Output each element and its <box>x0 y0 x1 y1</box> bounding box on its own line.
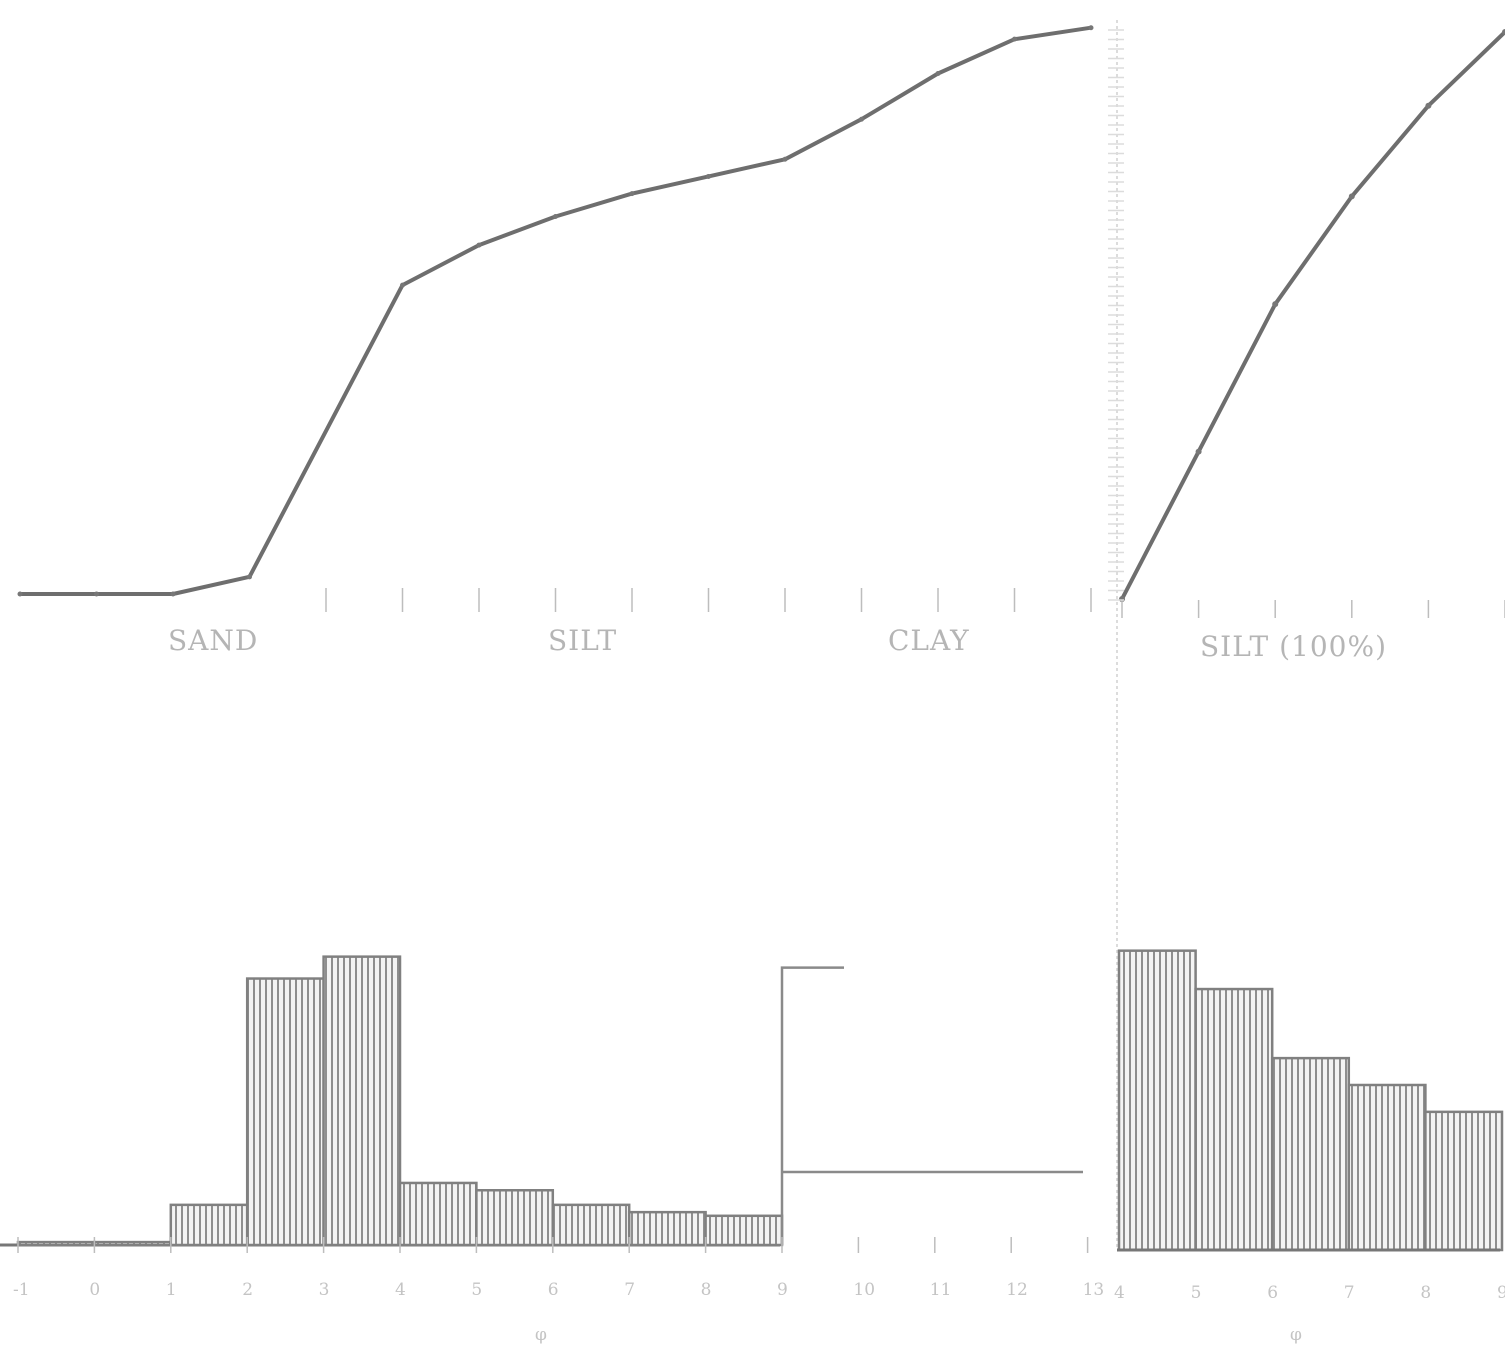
silt-histogram-bar <box>1347 1083 1427 1252</box>
main-curve-point <box>170 591 176 597</box>
main-histogram-tick-label: 6 <box>548 1280 559 1300</box>
silt-histogram-bar <box>1270 1056 1351 1252</box>
main-histogram-tick-label: 1 <box>166 1280 177 1300</box>
silt-curve-point <box>1502 29 1505 35</box>
main-histogram-tick-label: 7 <box>624 1280 635 1300</box>
silt-histogram-tick-label: 8 <box>1420 1283 1431 1303</box>
silt-histogram-tick-label: 5 <box>1191 1283 1202 1303</box>
main-curve-point <box>476 242 482 248</box>
silt-histogram-tick-label: 7 <box>1344 1283 1355 1303</box>
main-histogram-tick-label: 4 <box>395 1280 406 1300</box>
zone-label-silt: SILT <box>548 624 617 657</box>
main-histogram-step-upper <box>780 966 844 1245</box>
silt-histogram-tick-label: 4 <box>1114 1283 1125 1303</box>
main-histogram-bar <box>16 1240 96 1247</box>
main-histogram-bar <box>398 1181 478 1247</box>
main-histogram-bar <box>627 1210 707 1247</box>
main-curve-point <box>400 282 405 288</box>
silt-phi-axis-label: φ <box>1290 1325 1302 1345</box>
main-curve-point <box>1088 25 1094 31</box>
main-curve-point <box>553 213 558 219</box>
silt-histogram-group: 4 5 6 7 8 9 <box>1114 949 1505 1303</box>
silt-histogram-bar <box>1194 987 1274 1252</box>
silt-histogram-bar <box>1424 1110 1504 1252</box>
main-curve-point <box>629 191 635 197</box>
main-curve-point <box>935 70 941 76</box>
main-histogram-bar <box>245 977 325 1247</box>
main-curve-point <box>94 591 99 597</box>
main-histogram-tick-label: 3 <box>319 1280 330 1300</box>
main-histogram-bar <box>322 955 402 1247</box>
main-histogram-bar <box>551 1203 631 1247</box>
main-histogram-tick-label: 13 <box>1083 1280 1105 1300</box>
main-curve-point <box>782 156 788 162</box>
main-histogram-tick-label: 11 <box>930 1280 952 1300</box>
main-histogram-bar <box>169 1203 249 1247</box>
main-histogram-tick-label: -1 <box>13 1280 30 1300</box>
main-phi-axis-label: φ <box>535 1325 547 1345</box>
main-histogram-group: -1 0 1 2 3 4 5 6 7 8 9 10 11 12 13 <box>0 955 1105 1300</box>
silt-cumulative-curve-group <box>1108 29 1505 618</box>
main-histogram-bar <box>475 1189 555 1247</box>
main-histogram-tick-label: 12 <box>1006 1280 1028 1300</box>
silt-curve-point <box>1195 448 1202 455</box>
zone-label-sand: SAND <box>168 624 258 657</box>
main-curve-point <box>247 574 252 580</box>
main-histogram-tick-label: 2 <box>242 1280 253 1300</box>
main-curve-point <box>859 116 864 122</box>
silt-curve-point <box>1272 301 1279 308</box>
main-curve-point <box>706 173 711 179</box>
main-histogram-bar <box>704 1214 784 1247</box>
main-histogram-tick-label: 10 <box>853 1280 875 1300</box>
silt-curve-point <box>1348 193 1355 200</box>
main-histogram-bar <box>93 1240 173 1247</box>
silt-curve-point <box>1425 102 1432 109</box>
main-histogram-tick-label: 5 <box>471 1280 482 1300</box>
main-cumulative-curve-group <box>17 25 1094 612</box>
zone-label-silt-100: SILT (100%) <box>1200 630 1387 663</box>
zone-label-clay: CLAY <box>888 624 970 657</box>
silt-histogram-tick-label: 6 <box>1267 1283 1278 1303</box>
main-curve-point <box>1012 36 1017 42</box>
main-curve-point <box>17 591 23 597</box>
main-cumulative-line <box>18 25 1093 596</box>
silt-cumulative-line <box>1120 30 1505 601</box>
main-histogram-tick-label: 8 <box>701 1280 712 1300</box>
main-histogram-tick-label: 9 <box>777 1280 788 1300</box>
silt-histogram-tick-label: 9 <box>1497 1283 1505 1303</box>
labels-group: SAND SILT CLAY SILT (100%) φ φ <box>168 624 1387 1345</box>
main-histogram-tick-label: 0 <box>89 1280 100 1300</box>
silt-histogram-bar <box>1117 949 1197 1252</box>
